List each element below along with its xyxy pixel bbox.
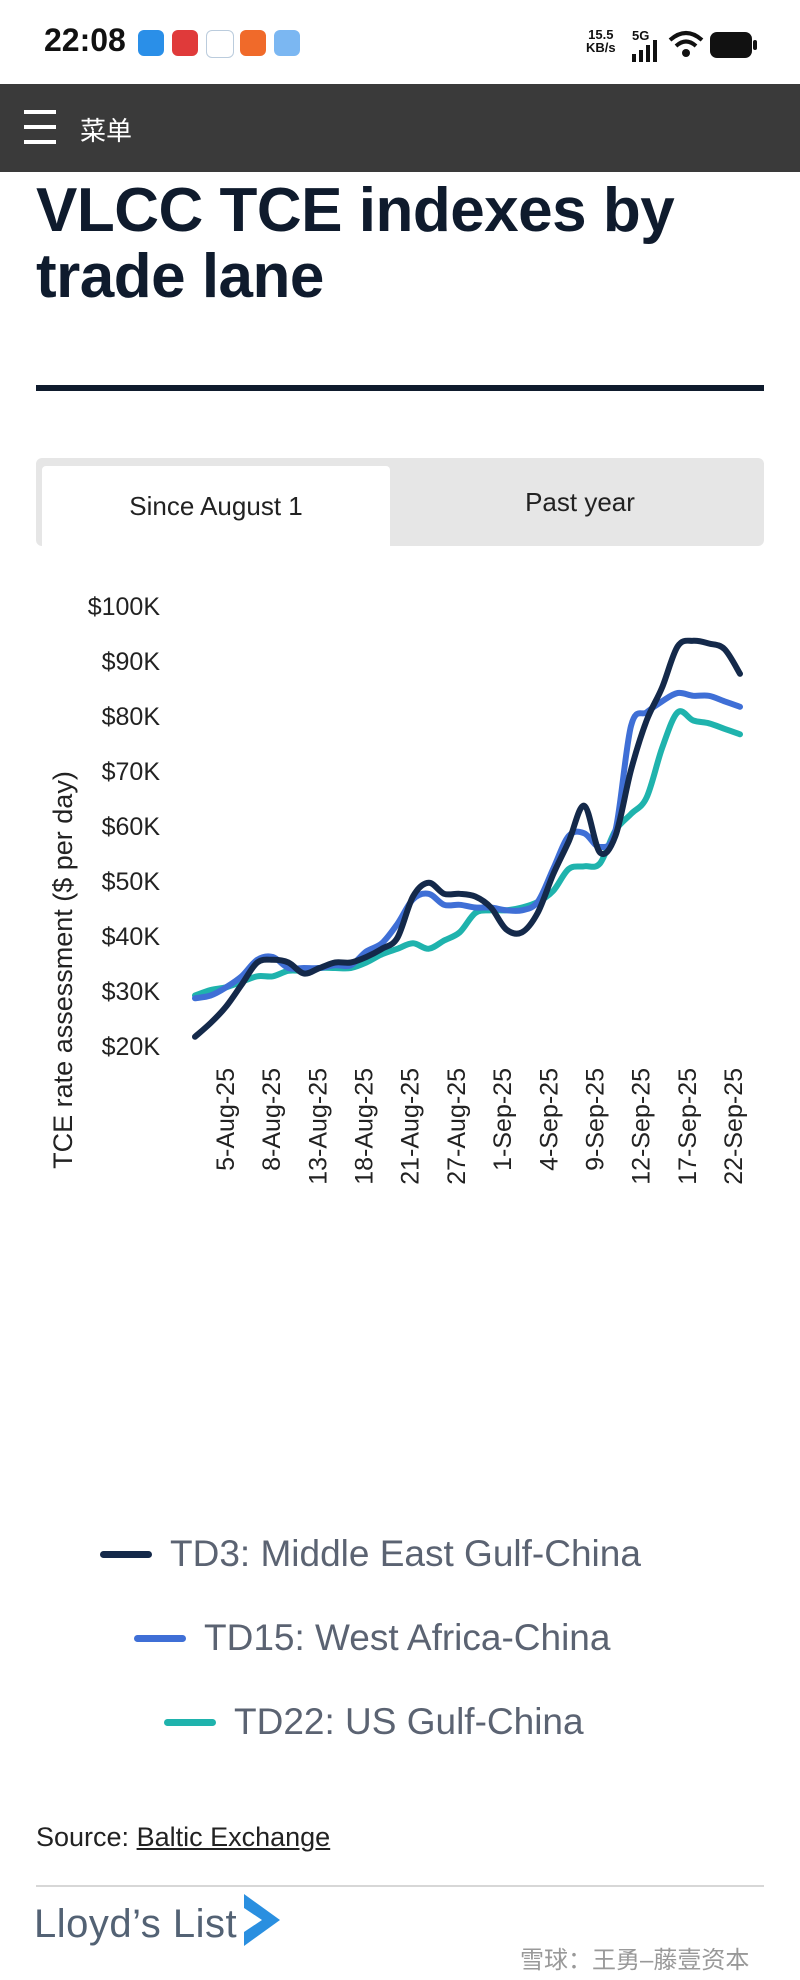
x-tick-label: 1-Sep-25 xyxy=(489,1068,517,1171)
lloyds-list-logo[interactable]: Lloyd’s List xyxy=(34,1902,238,1946)
legend-swatch-td22 xyxy=(164,1718,216,1726)
notification-app-icon xyxy=(172,30,198,56)
y-tick-label: $70K xyxy=(102,758,161,786)
y-tick-label: $60K xyxy=(102,813,161,841)
signal-icon xyxy=(632,40,657,62)
y-axis-ticks: $100K $90K $80K $70K $60K $50K $40K $30K $20K xyxy=(88,593,161,1061)
source-line: Source: Baltic Exchange xyxy=(36,1822,330,1853)
x-tick-label: 5-Aug-25 xyxy=(212,1068,240,1171)
y-tick-label: $100K xyxy=(88,593,161,621)
page-title: VLCC TCE indexes by trade lane xyxy=(36,176,675,311)
status-time: 22:08 xyxy=(44,22,126,58)
x-tick-label: 9-Sep-25 xyxy=(581,1068,609,1171)
x-tick-label: 13-Aug-25 xyxy=(304,1068,332,1185)
legend-label-td22: TD22: US Gulf-China xyxy=(234,1701,584,1742)
legend-item-td3: TD3: Middle East Gulf-China xyxy=(100,1533,641,1575)
menu-icon[interactable] xyxy=(24,110,56,146)
y-tick-label: $30K xyxy=(102,978,161,1006)
y-tick-label: $40K xyxy=(102,923,161,951)
x-tick-label: 22-Sep-25 xyxy=(720,1068,748,1185)
y-axis-label: TCE rate assessment ($ per day) xyxy=(48,771,78,1169)
x-tick-label: 8-Aug-25 xyxy=(258,1068,286,1171)
network-speed: 15.5 KB/s xyxy=(586,27,616,55)
title-divider xyxy=(36,385,764,391)
tab-past-year[interactable]: Past year xyxy=(525,486,635,517)
x-tick-label: 12-Sep-25 xyxy=(628,1068,656,1185)
legend-swatch-td15 xyxy=(134,1634,186,1642)
x-tick-label: 17-Sep-25 xyxy=(674,1068,702,1185)
series-line-td3 xyxy=(192,637,743,1040)
y-tick-label: $20K xyxy=(102,1033,161,1061)
series-line-td15 xyxy=(192,689,743,1002)
legend-item-td15: TD15: West Africa-China xyxy=(134,1617,610,1659)
y-tick-label: $90K xyxy=(102,648,161,676)
line-chart: TCE rate assessment ($ per day) $100K $90… xyxy=(48,593,748,1185)
footer-divider xyxy=(36,1885,764,1887)
source-link[interactable]: Baltic Exchange xyxy=(136,1822,331,1852)
x-axis-ticks: 5-Aug-25 8-Aug-25 13-Aug-25 18-Aug-25 21-Aug… xyxy=(212,1068,748,1185)
legend-label-td3: TD3: Middle East Gulf-China xyxy=(170,1533,641,1574)
y-tick-label: $50K xyxy=(102,868,161,896)
notification-app-icon xyxy=(240,30,266,56)
legend-swatch-td3 xyxy=(100,1550,152,1558)
network-type: 5G xyxy=(632,28,650,43)
notification-app-icon xyxy=(274,30,300,56)
tab-since-august-1[interactable]: Since August 1 xyxy=(42,466,390,546)
menu-label[interactable]: 菜单 xyxy=(80,116,133,146)
top-navbar: 菜单 xyxy=(0,84,800,172)
status-bar: 22:08 15.5 KB/s 5G xyxy=(0,0,800,84)
legend-label-td15: TD15: West Africa-China xyxy=(204,1617,611,1658)
x-tick-label: 4-Sep-25 xyxy=(535,1068,563,1171)
wifi-icon xyxy=(668,31,704,57)
series-line-td22 xyxy=(192,708,743,999)
notification-app-icon xyxy=(206,30,234,58)
battery-icon xyxy=(710,32,757,58)
x-tick-label: 18-Aug-25 xyxy=(351,1068,379,1185)
x-tick-label: 21-Aug-25 xyxy=(397,1068,425,1185)
chart-tabs: Since August 1 Past year xyxy=(36,458,764,546)
x-tick-label: 27-Aug-25 xyxy=(443,1068,471,1185)
chart-series xyxy=(192,637,743,1040)
source-label: Source: xyxy=(36,1822,130,1852)
y-tick-label: $80K xyxy=(102,703,161,731)
legend-item-td22: TD22: US Gulf-China xyxy=(164,1701,584,1743)
notification-app-icon xyxy=(138,30,164,56)
watermark: 雪球：王勇–藤壹资本 xyxy=(520,1947,750,1974)
lloyds-list-logo-mark-icon xyxy=(244,1894,280,1946)
